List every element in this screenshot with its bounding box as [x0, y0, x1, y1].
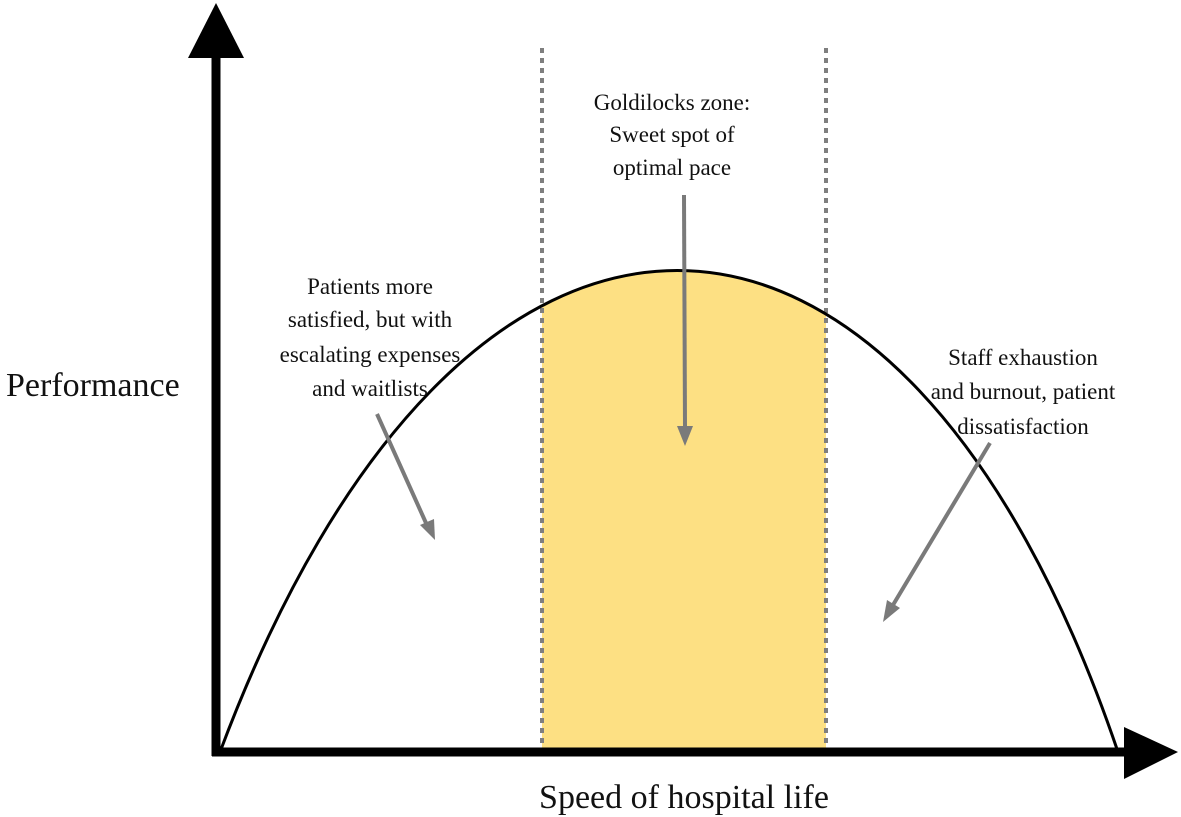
- right-line-2: and burnout, patient: [931, 379, 1116, 404]
- goldilocks-arrow: [677, 194, 693, 446]
- left-arrow: [375, 413, 435, 540]
- right-annotation: Staff exhaustion and burnout, patient di…: [931, 345, 1116, 439]
- goldilocks-line-3: optimal pace: [613, 155, 731, 180]
- goldilocks-line-2: Sweet spot of: [609, 122, 735, 147]
- right-arrow: [883, 441, 992, 622]
- goldilocks-annotation: Goldilocks zone: Sweet spot of optimal p…: [594, 90, 751, 180]
- performance-curve: [218, 269, 1120, 753]
- x-axis-arrowhead: [1124, 727, 1178, 779]
- left-line-3: escalating expenses: [280, 342, 461, 367]
- y-axis-arrowhead: [188, 3, 244, 58]
- y-axis-label: Performance: [6, 367, 180, 404]
- left-line-1: Patients more: [307, 274, 433, 299]
- left-line-2: satisfied, but with: [288, 307, 453, 332]
- right-line-1: Staff exhaustion: [948, 345, 1098, 370]
- left-line-4: and waitlists: [312, 376, 428, 401]
- goldilocks-line-1: Goldilocks zone:: [594, 90, 751, 115]
- x-axis-label: Speed of hospital life: [539, 779, 829, 816]
- right-line-3: dissatisfaction: [957, 414, 1089, 439]
- left-annotation: Patients more satisfied, but with escala…: [280, 274, 461, 401]
